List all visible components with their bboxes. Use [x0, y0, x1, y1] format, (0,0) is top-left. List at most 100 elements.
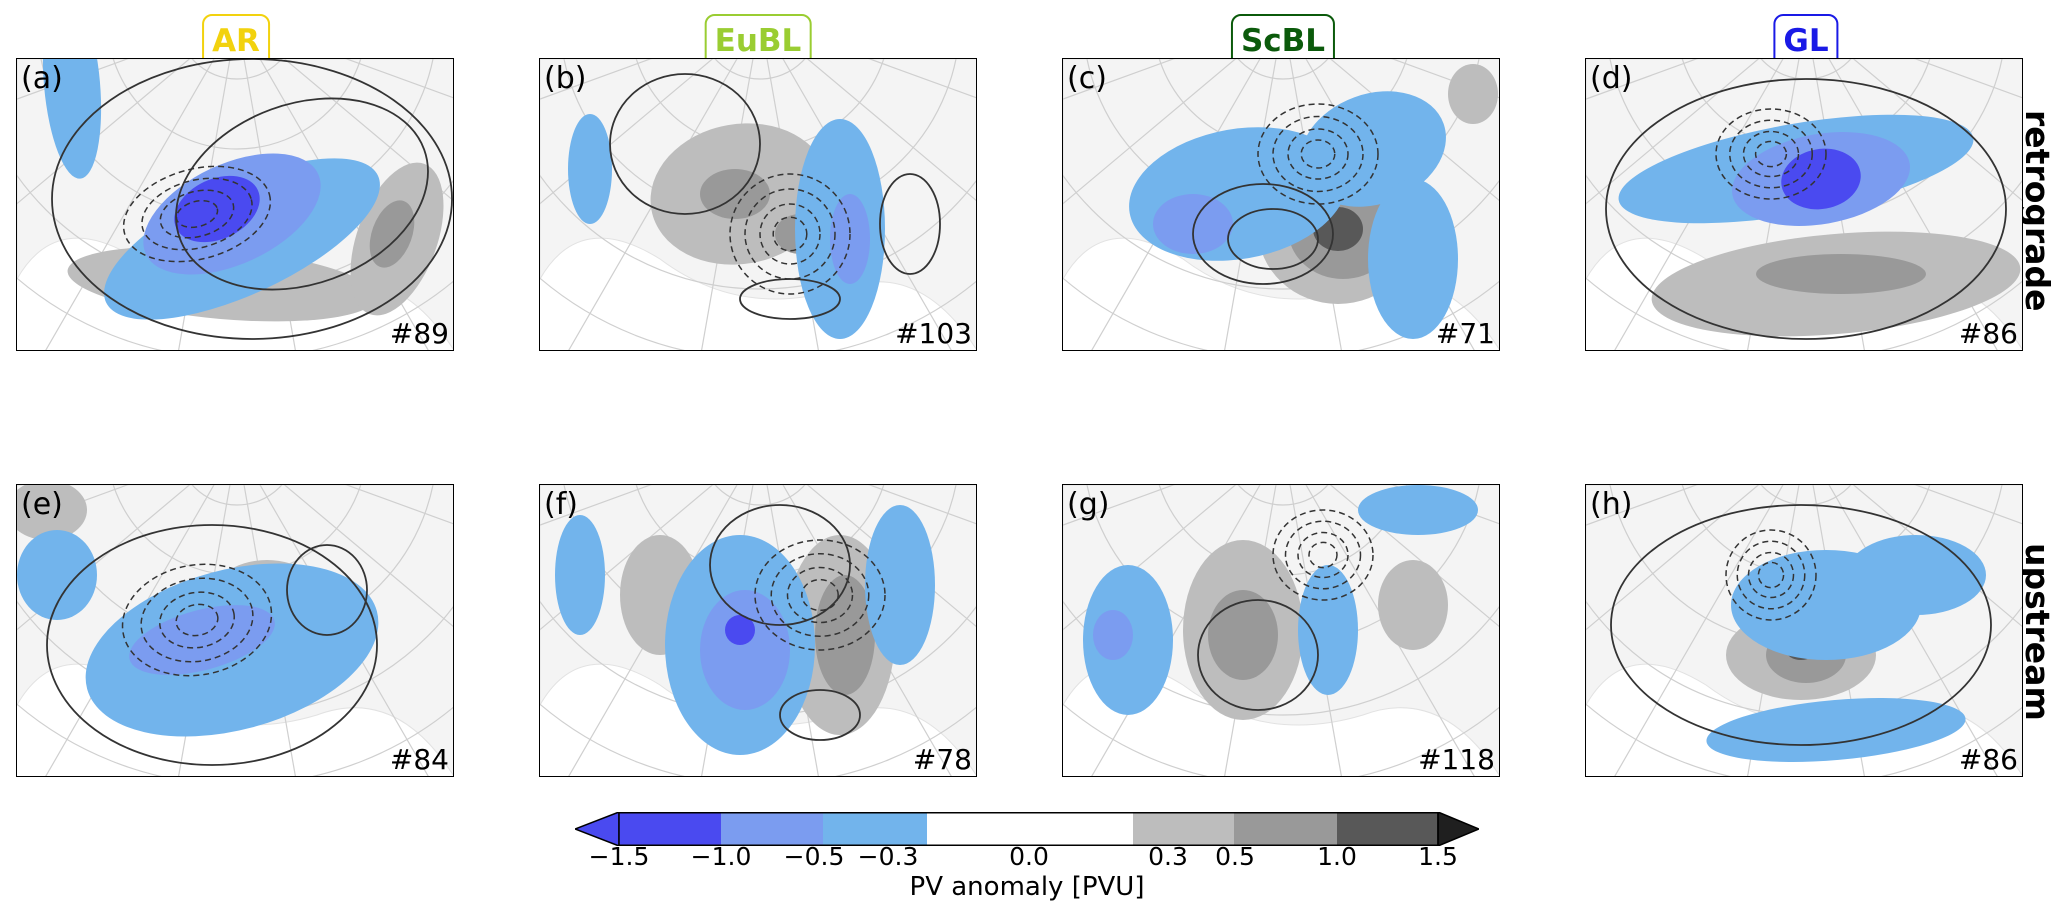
negative-contour: [1725, 529, 1817, 621]
negative-contour: [1272, 509, 1374, 601]
meridian-line: [1914, 485, 2022, 525]
row-label-retrograde: retrograde: [2018, 110, 2057, 312]
panel-count: #86: [1958, 317, 2018, 350]
meridian-line: [345, 485, 453, 525]
colorbar-tick: −1.0: [690, 842, 752, 871]
panel-label: (e): [21, 487, 63, 522]
positive-contour: [709, 504, 851, 626]
map-canvas: [1063, 59, 1499, 350]
map-panel-f: (f) #78: [539, 484, 977, 777]
positive-contour: [1197, 599, 1319, 711]
negative-contour: [1257, 103, 1379, 205]
meridian-line: [1852, 59, 2022, 202]
meridian-line: [1586, 485, 1760, 631]
positive-pv-anomaly: [17, 485, 87, 540]
map-canvas: [17, 59, 453, 350]
negative-pv-anomaly: [1153, 194, 1233, 254]
colorbar-bin: [1234, 812, 1337, 846]
negative-contour: [1729, 119, 1813, 189]
map-panel-d: (d) #86: [1585, 58, 2023, 351]
meridian-line: [1063, 59, 1237, 205]
positive-contour: [175, 97, 429, 291]
negative-pv-anomaly: [17, 530, 97, 620]
positive-contour: [779, 689, 861, 741]
meridian-line: [540, 59, 652, 100]
map-panel-b: (b) #103: [539, 58, 977, 351]
latitude-circle: [1063, 174, 1499, 290]
positive-contour: [286, 544, 368, 636]
meridian-line: [1391, 485, 1499, 525]
meridian-line: [1091, 485, 1261, 776]
colorbar-tick: −0.5: [783, 842, 845, 871]
meridian-line: [1063, 59, 1175, 100]
latitude-circle: [1237, 59, 1329, 80]
colorbar-tick: −1.5: [588, 842, 650, 871]
negative-contour: [1715, 108, 1827, 200]
negative-pv-anomaly: [555, 515, 605, 635]
panel-count: #89: [389, 317, 449, 350]
meridian-line: [540, 485, 652, 526]
meridian-line: [45, 59, 215, 350]
meridian-line: [806, 59, 976, 202]
negative-contour: [1287, 128, 1349, 180]
negative-contour: [1308, 541, 1338, 569]
latitude-circle: [191, 485, 283, 506]
colorbar-tick: −0.3: [857, 842, 919, 871]
negative-pv-anomaly: [1781, 148, 1861, 210]
positive-contour: [609, 73, 761, 215]
negative-contour: [1272, 115, 1364, 193]
panel-count: #86: [1958, 743, 2018, 776]
negative-pv-anomaly: [1093, 610, 1133, 660]
meridian-line: [1329, 59, 1499, 202]
negative-pv-anomaly: [42, 59, 102, 179]
panel-count: #84: [389, 743, 449, 776]
positive-pv-anomaly: [369, 200, 415, 268]
meridian-line: [283, 485, 453, 628]
positive-contour: [1227, 208, 1319, 270]
negative-pv-anomaly: [1846, 535, 1986, 615]
colorbar-extend-max: [1437, 812, 1479, 846]
colorbar-bin: [721, 812, 823, 846]
negative-pv-anomaly: [700, 590, 790, 710]
map-canvas: [1063, 485, 1499, 776]
map-panel-g: (g) #118: [1062, 484, 1500, 777]
negative-contour: [786, 566, 854, 624]
positive-pv-anomaly: [815, 575, 875, 695]
positive-contour: [1610, 504, 1992, 746]
meridian-line: [1586, 59, 1698, 100]
negative-contour: [754, 539, 886, 651]
latitude-circle: [714, 485, 806, 506]
latitude-circle: [191, 59, 283, 80]
meridian-line: [1329, 485, 1499, 628]
colorbar-tick: 0.0: [1009, 842, 1049, 871]
latitude-circle: [714, 59, 806, 80]
panel-count: #71: [1435, 317, 1495, 350]
map-canvas: [17, 485, 453, 776]
colorbar-bin: [619, 812, 721, 846]
map-canvas: [540, 485, 976, 776]
pv-colorbar: [575, 812, 1479, 846]
meridian-line: [1812, 59, 1865, 350]
panel-label: (a): [21, 61, 63, 96]
positive-contour: [1605, 78, 2007, 340]
negative-pv-anomaly: [725, 615, 755, 645]
latitude-circle: [1063, 600, 1499, 716]
negative-contour: [141, 177, 253, 251]
meridian-line: [1828, 59, 1998, 350]
positive-contour: [1192, 183, 1334, 285]
meridian-line: [1586, 59, 1760, 205]
positive-pv-anomaly: [1378, 560, 1448, 650]
map-canvas: [540, 59, 976, 350]
panel-count: #103: [895, 317, 972, 350]
positive-contour: [879, 173, 941, 275]
colorbar-frame: [618, 812, 1439, 846]
negative-contour: [1747, 551, 1795, 599]
map-panel-e: (e) #84: [16, 484, 454, 777]
negative-contour: [772, 216, 808, 252]
negative-contour: [122, 165, 272, 263]
colorbar-bin: [823, 812, 927, 846]
negative-contour: [159, 189, 235, 239]
negative-pv-anomaly: [1358, 485, 1478, 535]
negative-contour: [1742, 130, 1800, 178]
positive-contour: [46, 524, 378, 766]
